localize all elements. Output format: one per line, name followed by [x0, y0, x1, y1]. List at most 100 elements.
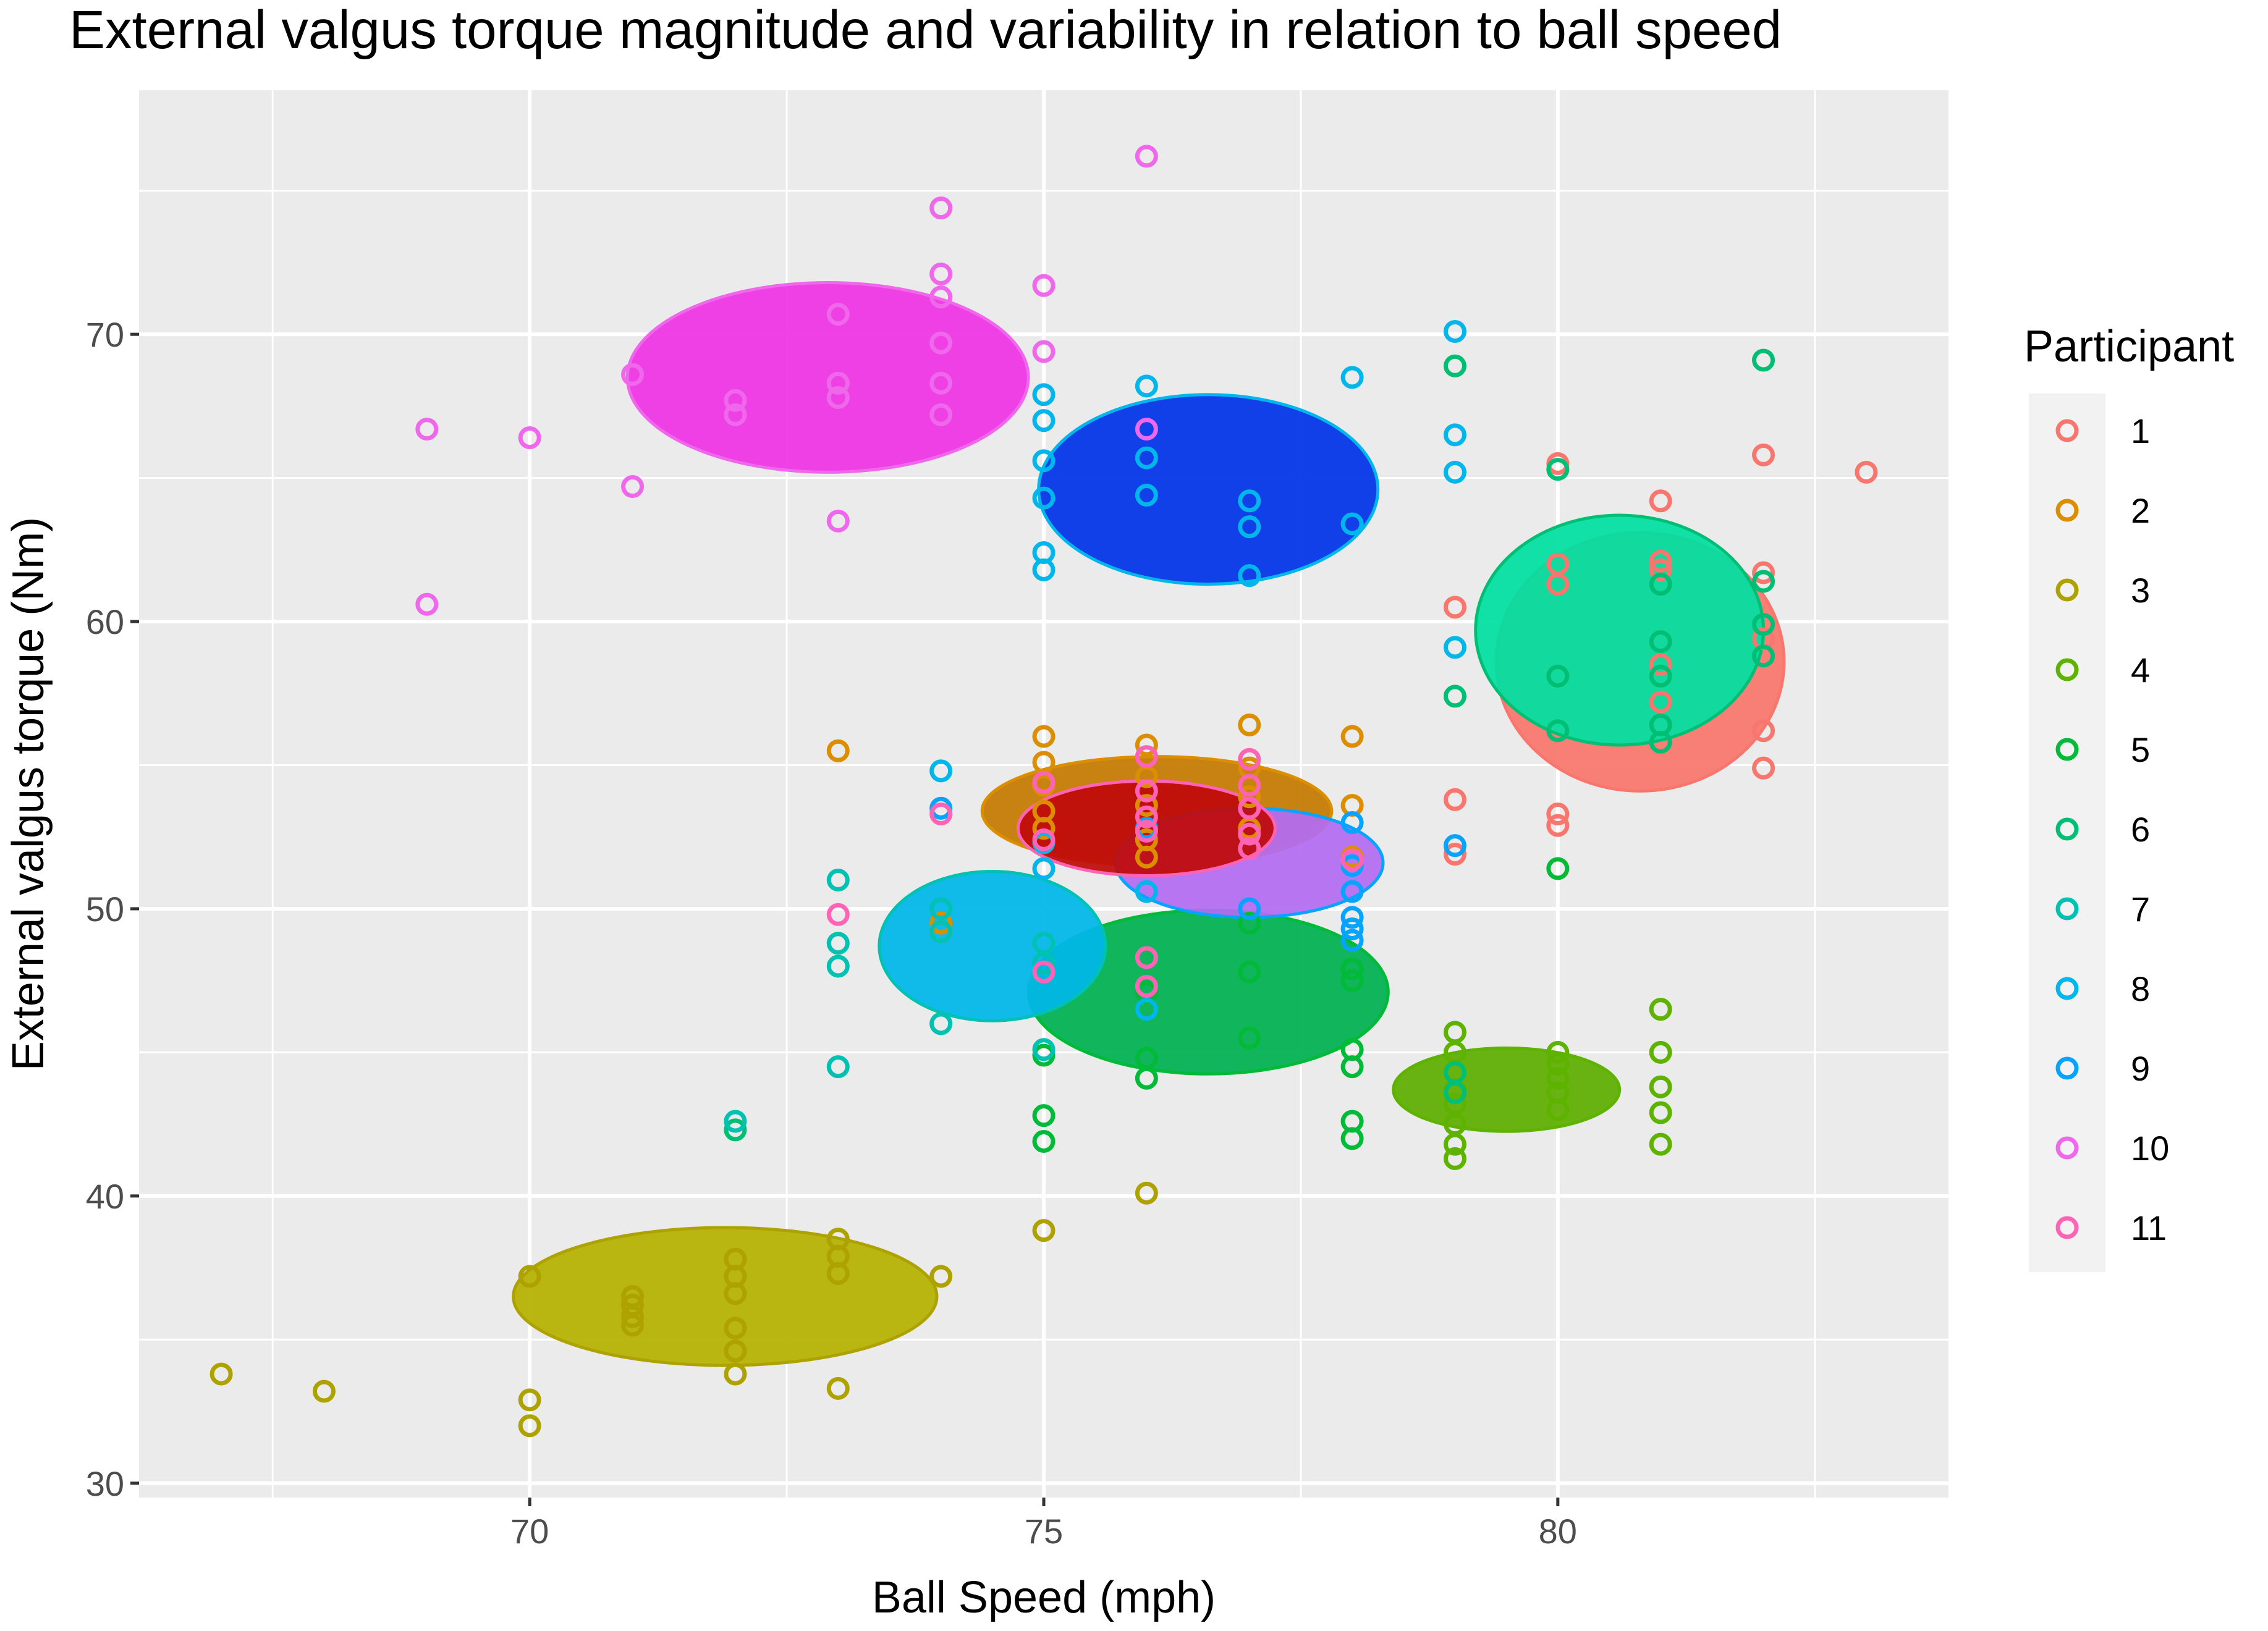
- point-participant-2: [929, 911, 953, 935]
- point-participant-7: [929, 897, 953, 921]
- legend-label-6: 6: [2131, 810, 2150, 849]
- ellipse-participant-8: [1037, 393, 1380, 586]
- point-participant-9: [1340, 811, 1364, 834]
- point-participant-8: [1340, 366, 1364, 389]
- point-participant-5: [1238, 960, 1261, 984]
- point-participant-7: [929, 920, 953, 943]
- point-participant-1: [1752, 756, 1775, 780]
- point-participant-6: [1752, 613, 1775, 636]
- point-participant-8: [1032, 558, 1056, 581]
- legend-key-background: [2029, 394, 2105, 1272]
- point-participant-9: [1340, 906, 1364, 929]
- point-participant-8: [1443, 636, 1466, 659]
- point-participant-8: [1443, 460, 1466, 484]
- point-participant-1: [1752, 561, 1775, 584]
- point-participant-9: [1238, 897, 1261, 921]
- point-participant-9: [1443, 834, 1466, 858]
- legend-label-5: 5: [2131, 730, 2150, 769]
- point-participant-4: [1649, 1040, 1672, 1064]
- point-participant-4: [1649, 1132, 1672, 1156]
- legend-label-8: 8: [2131, 969, 2150, 1008]
- point-participant-4: [1443, 1132, 1466, 1156]
- point-participant-5: [1546, 857, 1570, 880]
- point-participant-4: [1649, 998, 1672, 1021]
- legend-key-5: [2055, 738, 2079, 761]
- point-participant-1: [1443, 788, 1466, 811]
- point-participant-10: [826, 386, 850, 409]
- point-participant-10: [724, 403, 747, 426]
- point-participant-5: [1340, 1055, 1364, 1079]
- point-participant-6: [1443, 685, 1466, 708]
- legend-label-11: 11: [2131, 1208, 2167, 1247]
- legend-key-2: [2055, 499, 2079, 522]
- point-participant-5: [1032, 1104, 1056, 1127]
- point-participant-4: [1546, 1066, 1570, 1090]
- point-participant-1: [1546, 803, 1570, 826]
- legend-label-3: 3: [2131, 571, 2150, 610]
- point-participant-11: [1340, 848, 1364, 872]
- legend-label-10: 10: [2131, 1129, 2169, 1168]
- legend-key-3: [2055, 578, 2079, 602]
- point-participant-8: [1032, 383, 1056, 407]
- point-participant-3: [724, 1339, 747, 1363]
- point-participant-11: [1135, 805, 1158, 828]
- point-participant-6: [1649, 730, 1672, 754]
- point-participant-6: [1443, 354, 1466, 377]
- point-participant-2: [1238, 785, 1261, 809]
- point-participant-11: [1032, 960, 1056, 984]
- point-participant-8: [929, 759, 953, 783]
- x-tick-label: 80: [1539, 1512, 1577, 1551]
- legend-label-1: 1: [2131, 411, 2150, 450]
- point-participant-8: [1238, 515, 1261, 539]
- point-participant-1: [1546, 814, 1570, 837]
- point-participant-5: [1340, 1127, 1364, 1150]
- ellipse-participant-7: [878, 870, 1107, 1022]
- point-participant-1: [1752, 719, 1775, 743]
- point-participant-5: [1340, 969, 1364, 992]
- legend-key-10: [2055, 1136, 2079, 1160]
- y-tick-label: 60: [86, 602, 124, 641]
- point-participant-10: [1135, 145, 1158, 168]
- legend-key-9: [2055, 1056, 2079, 1080]
- point-participant-6: [1546, 719, 1570, 743]
- point-participant-5: [1135, 1066, 1158, 1090]
- point-participant-11: [1238, 773, 1261, 797]
- point-participant-9: [1340, 917, 1364, 941]
- point-participant-8: [1443, 320, 1466, 343]
- point-participant-7: [929, 1012, 953, 1035]
- point-participant-11: [826, 903, 850, 926]
- point-participant-11: [1238, 822, 1261, 846]
- point-participant-3: [1032, 1219, 1056, 1242]
- point-participant-4: [1546, 1098, 1570, 1121]
- y-tick-label: 30: [86, 1464, 124, 1503]
- point-participant-4: [1546, 1040, 1570, 1064]
- point-participant-9: [1340, 880, 1364, 903]
- point-participant-11: [1135, 974, 1158, 998]
- axis-ticks: 70 75 80 30 40 50 60 70: [86, 315, 1577, 1551]
- point-participant-10: [826, 303, 850, 326]
- point-participant-10: [826, 371, 850, 395]
- point-participant-2: [1032, 725, 1056, 748]
- point-participant-10: [826, 509, 850, 533]
- point-participant-11: [1135, 819, 1158, 843]
- point-participant-8: [1340, 512, 1364, 536]
- point-participant-10: [1135, 418, 1158, 441]
- legend-key-1: [2055, 419, 2079, 442]
- point-participant-4: [1649, 1075, 1672, 1098]
- point-participant-3: [518, 1414, 541, 1438]
- point-participant-8: [1135, 374, 1158, 398]
- point-participant-3: [1135, 1181, 1158, 1205]
- point-participant-10: [929, 196, 953, 220]
- ellipse-participant-4: [1392, 1046, 1622, 1133]
- point-participant-4: [1546, 1052, 1570, 1076]
- point-participant-8: [1032, 857, 1056, 880]
- point-participant-1: [1649, 690, 1672, 714]
- point-participant-11: [1238, 748, 1261, 771]
- point-participant-1: [1443, 596, 1466, 619]
- point-participant-3: [518, 1388, 541, 1412]
- point-participant-11: [1238, 796, 1261, 820]
- point-participant-8: [1032, 486, 1056, 510]
- point-participant-11: [1135, 779, 1158, 803]
- point-participant-1: [1649, 489, 1672, 513]
